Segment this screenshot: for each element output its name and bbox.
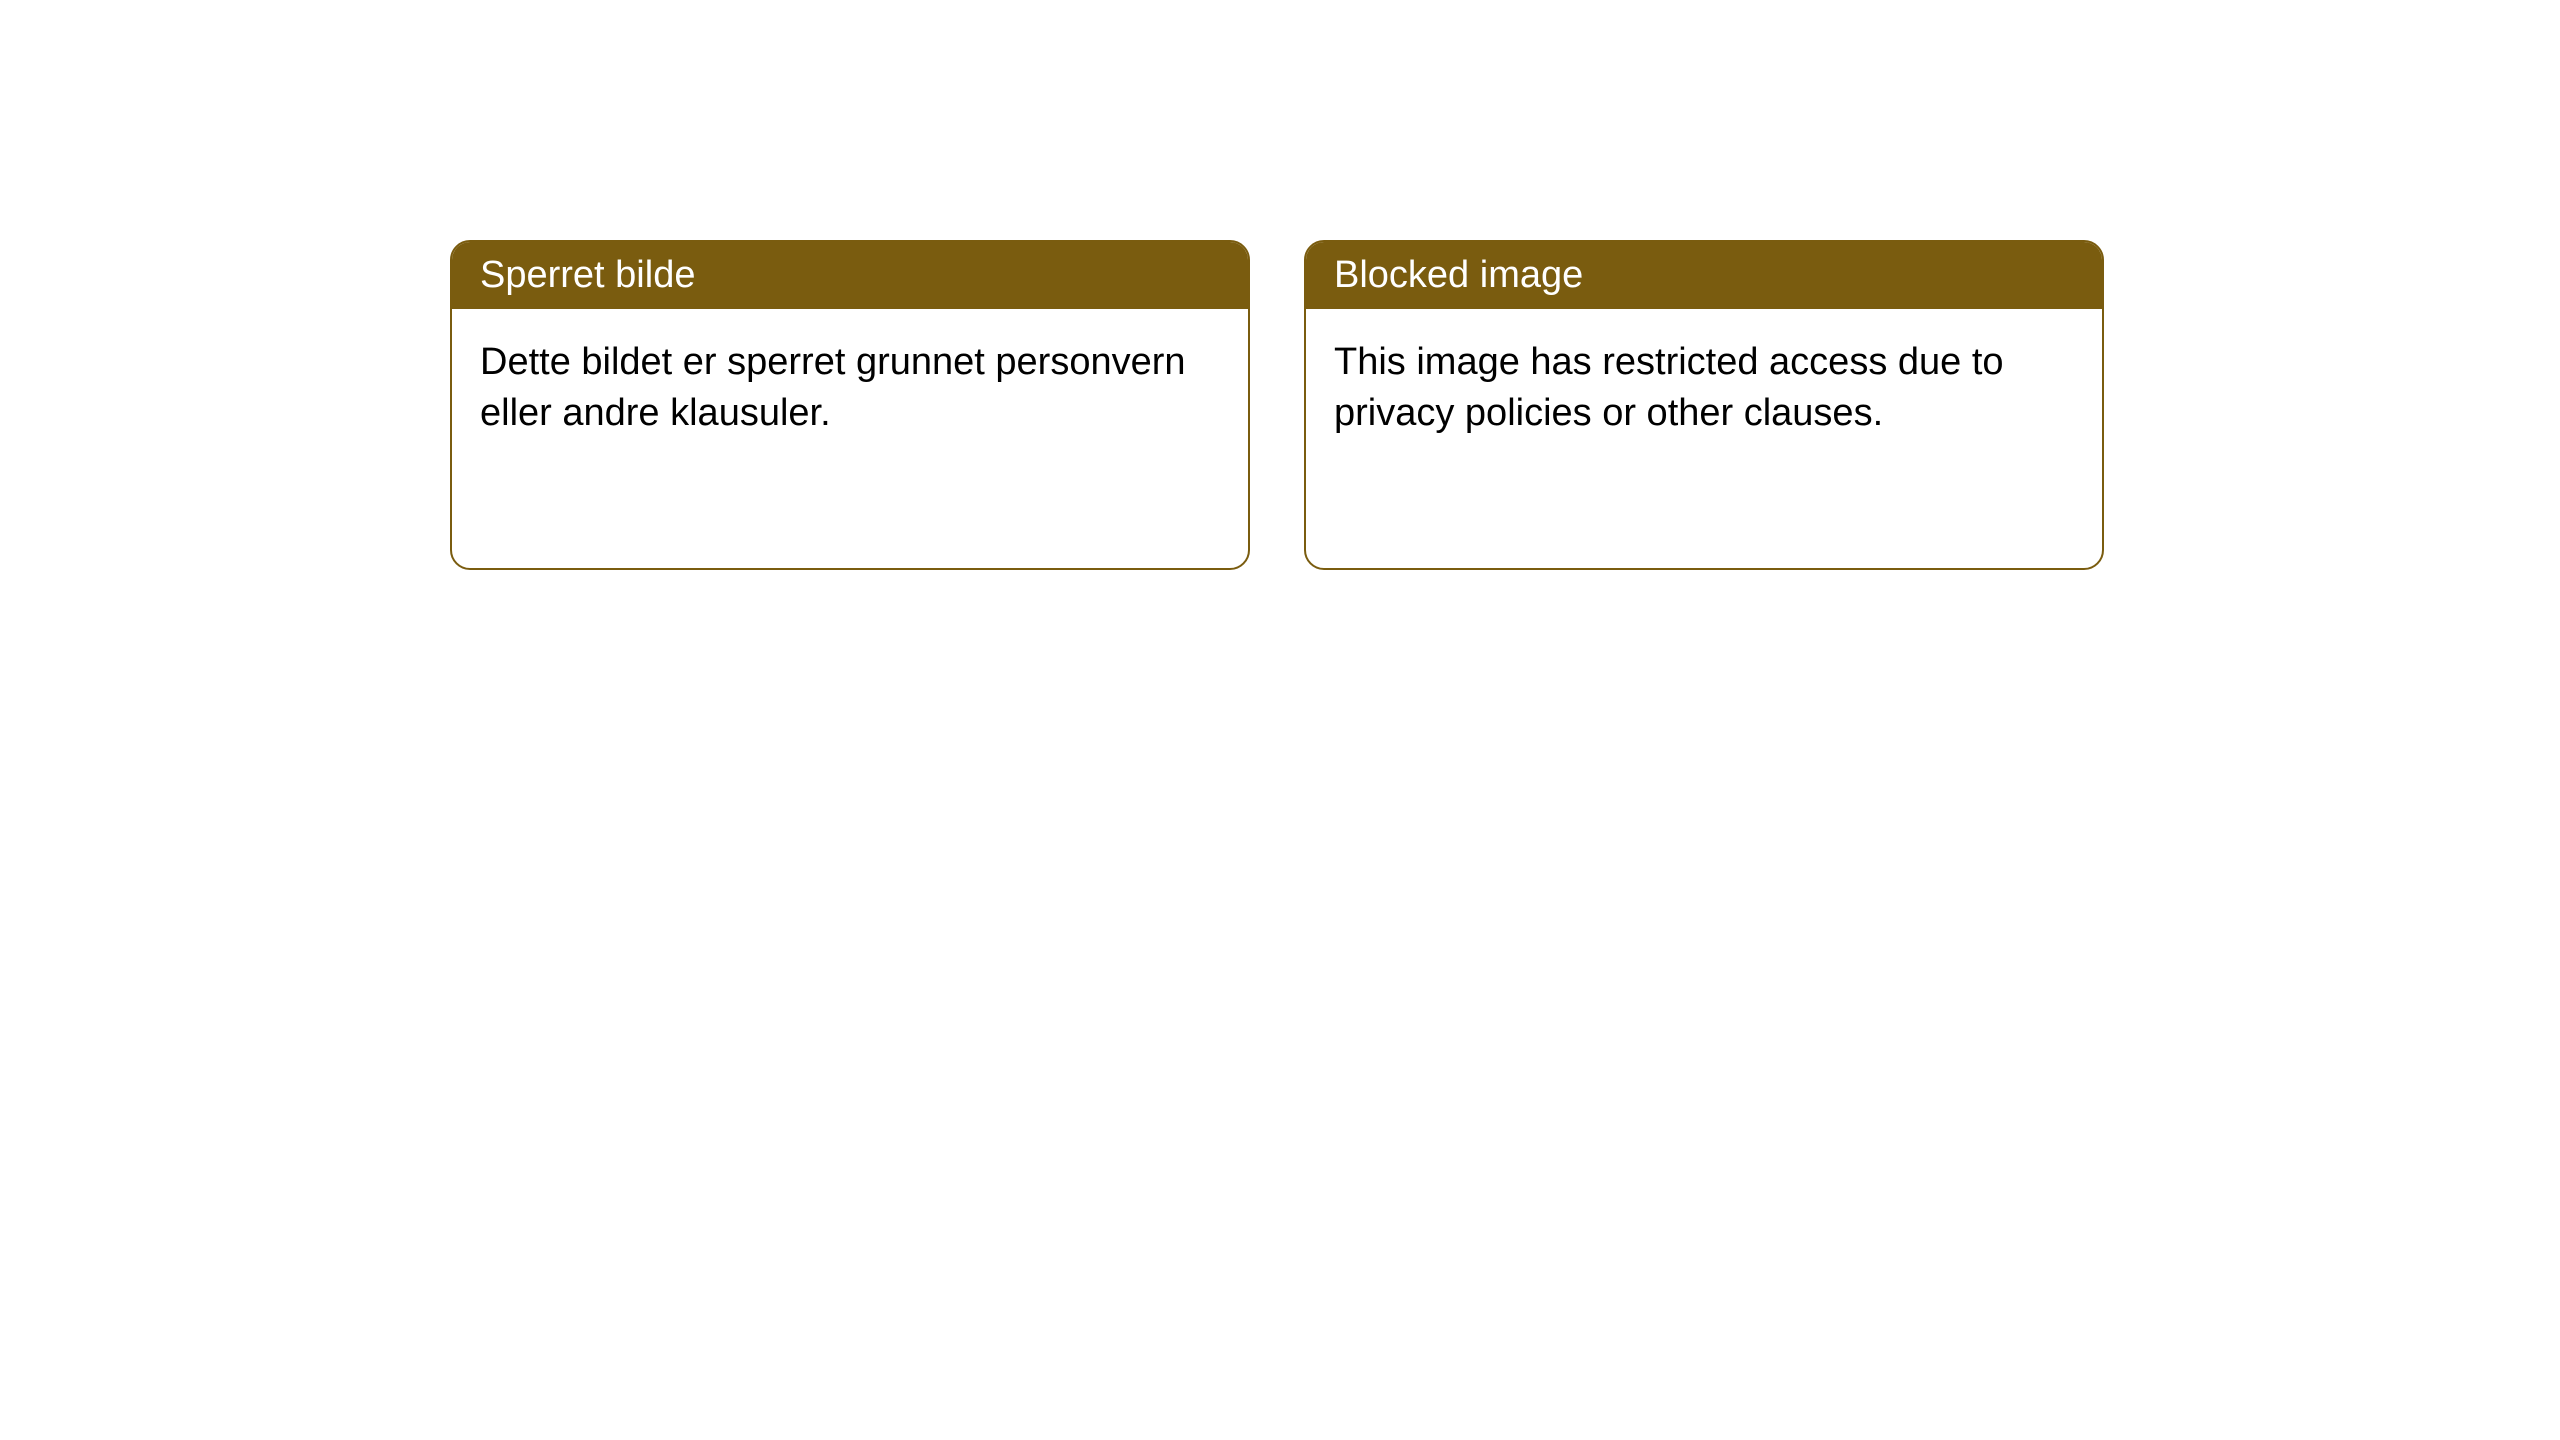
notice-container: Sperret bilde Dette bildet er sperret gr… xyxy=(0,0,2560,570)
notice-card-norwegian: Sperret bilde Dette bildet er sperret gr… xyxy=(450,240,1250,570)
notice-card-english: Blocked image This image has restricted … xyxy=(1304,240,2104,570)
notice-title-norwegian: Sperret bilde xyxy=(452,242,1248,309)
notice-message-english: This image has restricted access due to … xyxy=(1306,309,2102,468)
notice-message-norwegian: Dette bildet er sperret grunnet personve… xyxy=(452,309,1248,468)
notice-title-english: Blocked image xyxy=(1306,242,2102,309)
